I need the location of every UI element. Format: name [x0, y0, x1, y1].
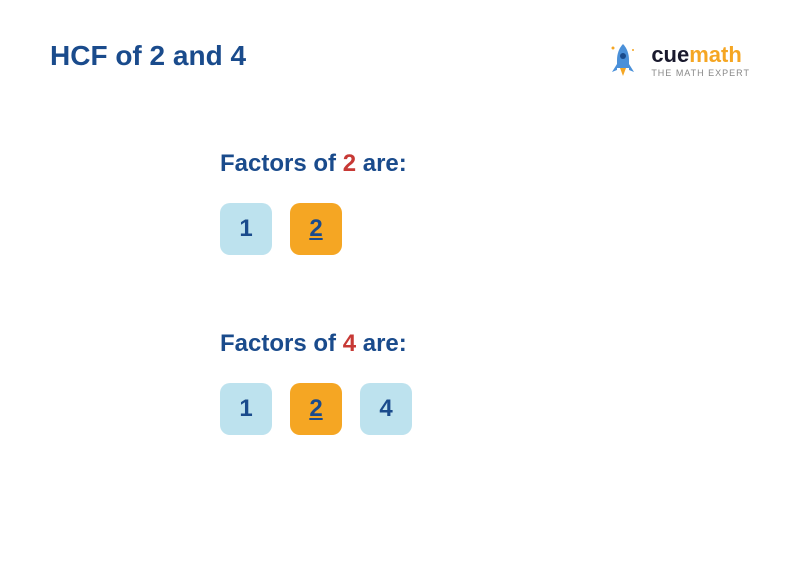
- factor-box: 2: [290, 383, 342, 435]
- heading2-prefix: Factors of: [220, 330, 343, 357]
- heading2-suffix: are:: [356, 330, 407, 357]
- title-connector: and: [165, 40, 230, 71]
- rocket-icon: [603, 40, 643, 80]
- title-num2: 4: [230, 40, 246, 71]
- logo-text: cuemath: [651, 42, 750, 68]
- section-factors-of-2: Factors of 2 are: 12: [220, 150, 750, 255]
- factors-heading-1: Factors of 2 are:: [220, 150, 750, 178]
- factor-box: 1: [220, 203, 272, 255]
- page-title: HCF of 2 and 4: [50, 40, 246, 72]
- logo: cuemath THE MATH EXPERT: [603, 40, 750, 80]
- logo-text-wrap: cuemath THE MATH EXPERT: [651, 42, 750, 78]
- title-num1: 2: [150, 40, 166, 71]
- header: HCF of 2 and 4 cuemath THE MATH EXPERT: [50, 40, 750, 80]
- heading1-prefix: Factors of: [220, 150, 343, 177]
- logo-cue: cue: [651, 42, 689, 67]
- factors-heading-2: Factors of 4 are:: [220, 330, 750, 358]
- factor-boxes-2: 124: [220, 383, 750, 435]
- heading1-number: 2: [343, 150, 356, 177]
- logo-tagline: THE MATH EXPERT: [651, 68, 750, 78]
- factor-box: 4: [360, 383, 412, 435]
- factor-boxes-1: 12: [220, 203, 750, 255]
- title-prefix: HCF of: [50, 40, 150, 71]
- heading1-suffix: are:: [356, 150, 407, 177]
- logo-math: math: [689, 42, 742, 67]
- factor-box: 2: [290, 203, 342, 255]
- heading2-number: 4: [343, 330, 356, 357]
- factor-box: 1: [220, 383, 272, 435]
- section-factors-of-4: Factors of 4 are: 124: [220, 330, 750, 435]
